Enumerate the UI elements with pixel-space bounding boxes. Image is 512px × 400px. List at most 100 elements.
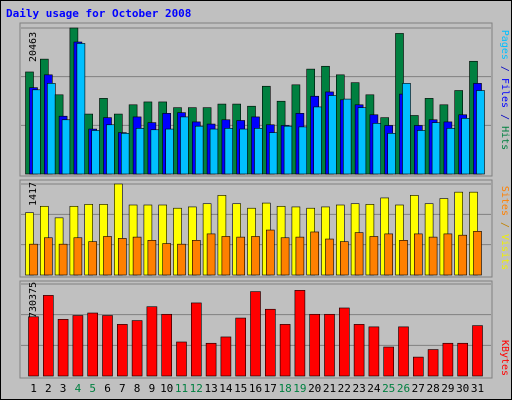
bar-kbytes-day-26: [398, 326, 409, 377]
bar-kbytes-day-31: [472, 325, 483, 377]
x-tick-label: 26: [397, 382, 410, 395]
y-label-part: Files: [499, 78, 510, 108]
x-tick-label: 24: [367, 382, 381, 395]
y-label-part: KBytes: [499, 340, 510, 376]
bar-marks: [25, 27, 485, 377]
bar-pages-day-6: [106, 124, 115, 175]
bar-pages-day-17: [268, 132, 278, 175]
bar-sites-day-22: [339, 241, 349, 276]
y-label-part: /: [499, 108, 510, 126]
bar-kbytes-day-1: [28, 316, 39, 377]
bar-kbytes-day-30: [457, 342, 469, 377]
bar-pages-day-30: [461, 118, 471, 175]
y-label-part: /: [499, 60, 510, 78]
y-label-part: Pages: [499, 30, 510, 60]
x-tick-label: 25: [382, 382, 395, 395]
x-tick-label: 2: [45, 382, 52, 395]
bar-sites-day-31: [473, 231, 482, 276]
bar-pages-day-25: [387, 133, 397, 175]
bar-pages-day-10: [165, 128, 174, 175]
x-tick-label: 4: [75, 382, 82, 395]
bar-kbytes-day-6: [102, 315, 113, 377]
x-tick-label: 9: [149, 382, 156, 395]
bar-sites-day-27: [413, 233, 423, 276]
bar-sites-day-17: [265, 229, 275, 276]
x-tick-label: 7: [119, 382, 126, 395]
x-axis-ticks: 1 2 3 4 5 6 7 8 9 10 11 12 13 14 15 16 17 18 19 20 21 22 23 24 2…: [30, 382, 484, 395]
bar-sites-day-3: [58, 243, 68, 276]
bar-sites-day-25: [384, 233, 394, 276]
bar-pages-day-14: [224, 128, 234, 175]
bar-pages-day-19: [298, 126, 308, 175]
y-tick-kbytes: 730375: [28, 282, 39, 318]
bar-pages-day-27: [416, 130, 426, 175]
bar-pages-day-24: [372, 123, 382, 175]
x-tick-label: 31: [471, 382, 484, 395]
bar-pages-day-8: [135, 128, 145, 175]
y-label-hits-panel: Pages / Files / Hits: [499, 30, 510, 150]
bar-pages-day-15: [239, 128, 248, 175]
bar-sites-day-1: [29, 243, 38, 276]
x-tick-label: 1: [30, 382, 37, 395]
bar-pages-day-26: [402, 83, 411, 175]
bar-kbytes-day-29: [442, 342, 454, 377]
x-tick-label: 27: [412, 382, 425, 395]
x-tick-label: 16: [249, 382, 262, 395]
bar-pages-day-5: [91, 130, 100, 175]
x-tick-label: 28: [426, 382, 439, 395]
bar-kbytes-day-28: [427, 349, 439, 377]
bar-pages-day-18: [283, 125, 293, 175]
y-label-part: Sites: [499, 186, 510, 216]
x-tick-label: 18: [278, 382, 291, 395]
y-label-visits-panel: Sites / Visits: [499, 186, 510, 270]
bar-sites-day-6: [103, 236, 112, 276]
x-tick-label: 8: [134, 382, 141, 395]
bar-kbytes-day-10: [161, 313, 172, 377]
y-label-part: Hits: [499, 126, 510, 150]
bar-kbytes-day-27: [412, 356, 424, 377]
bar-sites-day-28: [428, 236, 438, 276]
bar-pages-day-21: [328, 95, 337, 175]
bar-sites-day-20: [310, 231, 320, 276]
bar-kbytes-day-2: [42, 295, 54, 377]
bar-sites-day-26: [399, 240, 408, 276]
bar-kbytes-day-22: [338, 307, 350, 377]
bar-kbytes-day-3: [57, 319, 69, 377]
bar-kbytes-day-17: [264, 308, 276, 377]
y-tick-hits: 20463: [28, 32, 39, 62]
x-tick-label: 11: [175, 382, 188, 395]
bar-sites-day-30: [458, 234, 468, 276]
bar-sites-day-23: [354, 232, 364, 276]
bar-kbytes-day-5: [87, 312, 98, 377]
bar-sites-day-15: [236, 236, 245, 276]
bar-kbytes-day-21: [324, 313, 335, 377]
x-tick-label: 10: [160, 382, 173, 395]
bar-sites-day-2: [43, 237, 53, 276]
x-tick-label: 14: [219, 382, 233, 395]
bar-kbytes-day-8: [131, 320, 143, 377]
bar-sites-day-5: [88, 241, 97, 276]
bar-pages-day-7: [121, 133, 130, 175]
bar-pages-day-4: [76, 43, 86, 175]
chart-title: Daily usage for October 2008: [6, 7, 191, 20]
bar-kbytes-day-19: [294, 290, 306, 377]
y-label-part: Visits: [499, 234, 510, 270]
bar-sites-day-14: [221, 236, 231, 276]
bar-pages-day-28: [431, 122, 441, 175]
bar-kbytes-day-4: [72, 315, 84, 377]
bar-pages-day-16: [254, 128, 263, 175]
x-tick-label: 20: [308, 382, 321, 395]
bar-kbytes-day-11: [176, 341, 187, 377]
bar-sites-day-11: [177, 243, 186, 276]
bar-pages-day-20: [313, 106, 323, 175]
bar-pages-day-12: [195, 125, 204, 175]
x-tick-label: 23: [352, 382, 365, 395]
y-label-part: /: [499, 216, 510, 234]
bar-pages-day-29: [446, 128, 456, 175]
bar-kbytes-day-18: [279, 324, 291, 377]
bar-kbytes-day-16: [250, 291, 261, 377]
bar-pages-day-31: [476, 90, 485, 175]
x-tick-label: 30: [456, 382, 469, 395]
bar-pages-day-11: [180, 116, 189, 175]
